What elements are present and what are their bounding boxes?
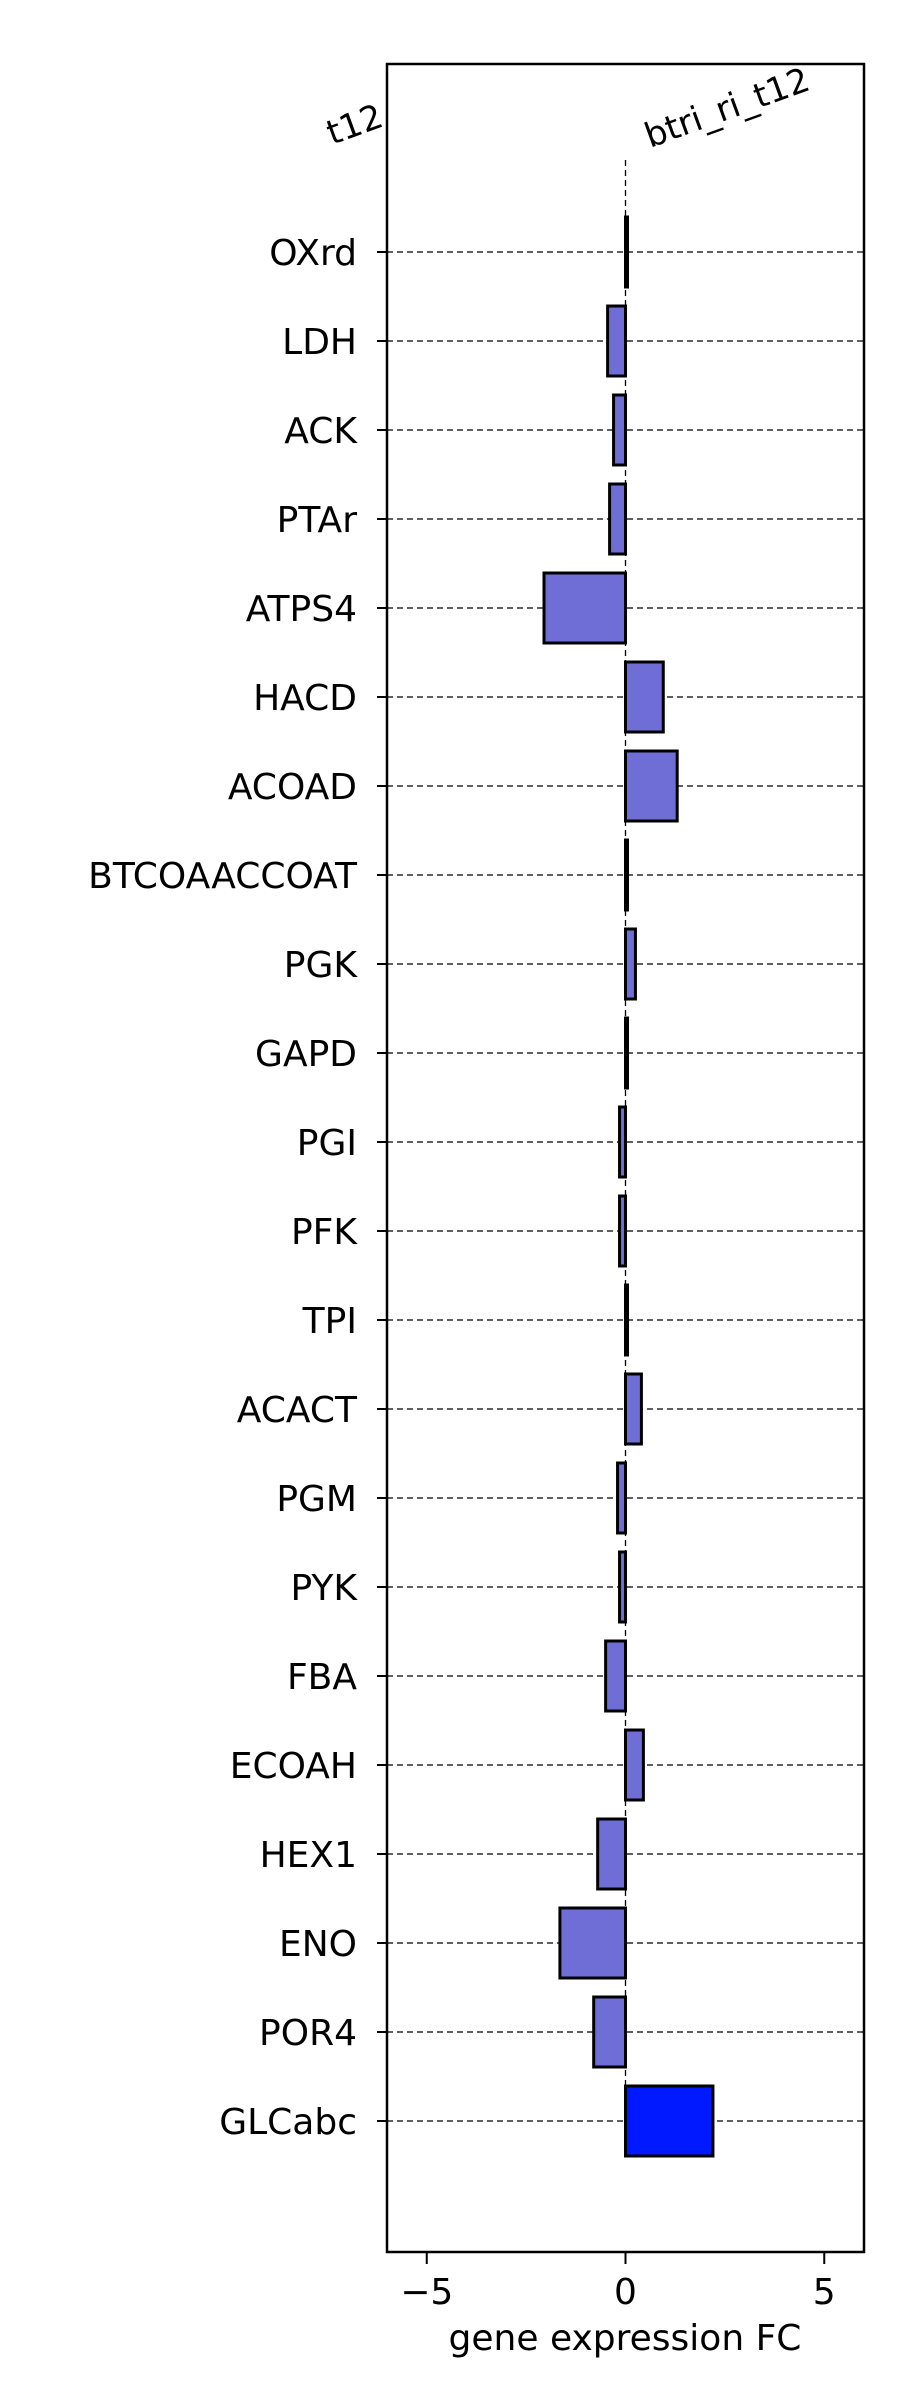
bar-acoad [626,751,678,821]
condition-label-right: btri_ri_t12 [639,60,815,157]
bars [544,217,713,2156]
category-label-eno: ENO [279,1924,357,1965]
bar-gapd [626,1018,628,1088]
bar-acact [626,1374,642,1444]
bar-ecoah [626,1730,644,1800]
bar-ldh [608,306,626,376]
bar-atps4 [544,573,625,643]
bar-hex1 [598,1819,626,1889]
bar-pgk [626,929,636,999]
category-label-acoad: ACOAD [228,767,357,808]
bar-pgm [618,1463,626,1533]
category-label-pgi: PGI [297,1123,357,1164]
bar-glcabc [626,2086,713,2156]
category-label-gapd: GAPD [255,1034,357,1075]
category-label-pyk: PYK [290,1568,358,1609]
x-tick-label-1: 0 [614,2272,637,2313]
category-label-ldh: LDH [282,322,357,363]
bar-eno [560,1908,626,1978]
bar-oxrd [626,217,628,287]
bar-pgi [620,1107,626,1177]
condition-label-left: t12 [321,97,388,154]
category-labels: OXrd LDH ACK PTAr ATPS4 HACD ACOAD BTCOAACCOAT P… [88,233,387,2143]
bar-pfk [620,1196,626,1266]
category-label-ack: ACK [284,411,358,452]
x-tick-label-0: −5 [400,2272,453,2313]
x-axis-ticks: −5 0 5 [400,2252,835,2313]
category-label-acact: ACACT [237,1390,358,1431]
bar-ptar [610,484,626,554]
bar-btcoaaccoat [626,840,628,910]
x-tick-label-2: 5 [813,2272,836,2313]
category-label-btcoaaccoat: BTCOAACCOAT [88,856,358,897]
bar-por4 [594,1997,626,2067]
x-axis-title: gene expression FC [449,2318,802,2359]
bar-hacd [626,662,664,732]
bar-pyk [620,1552,626,1622]
category-label-ptar: PTAr [277,500,358,541]
category-label-tpi: TPI [302,1301,357,1342]
category-label-hex1: HEX1 [260,1835,357,1876]
category-label-fba: FBA [287,1657,357,1698]
category-label-pfk: PFK [291,1212,358,1253]
bar-fba [606,1641,626,1711]
category-label-pgm: PGM [276,1479,357,1520]
category-label-oxrd: OXrd [269,233,357,274]
bar-ack [614,395,626,465]
category-label-glcabc: GLCabc [219,2102,357,2143]
category-label-ecoah: ECOAH [230,1746,357,1787]
category-label-por4: POR4 [259,2013,357,2054]
category-label-atps4: ATPS4 [246,589,357,630]
category-label-pgk: PGK [284,945,359,986]
category-label-hacd: HACD [253,678,357,719]
bar-tpi [626,1285,628,1355]
